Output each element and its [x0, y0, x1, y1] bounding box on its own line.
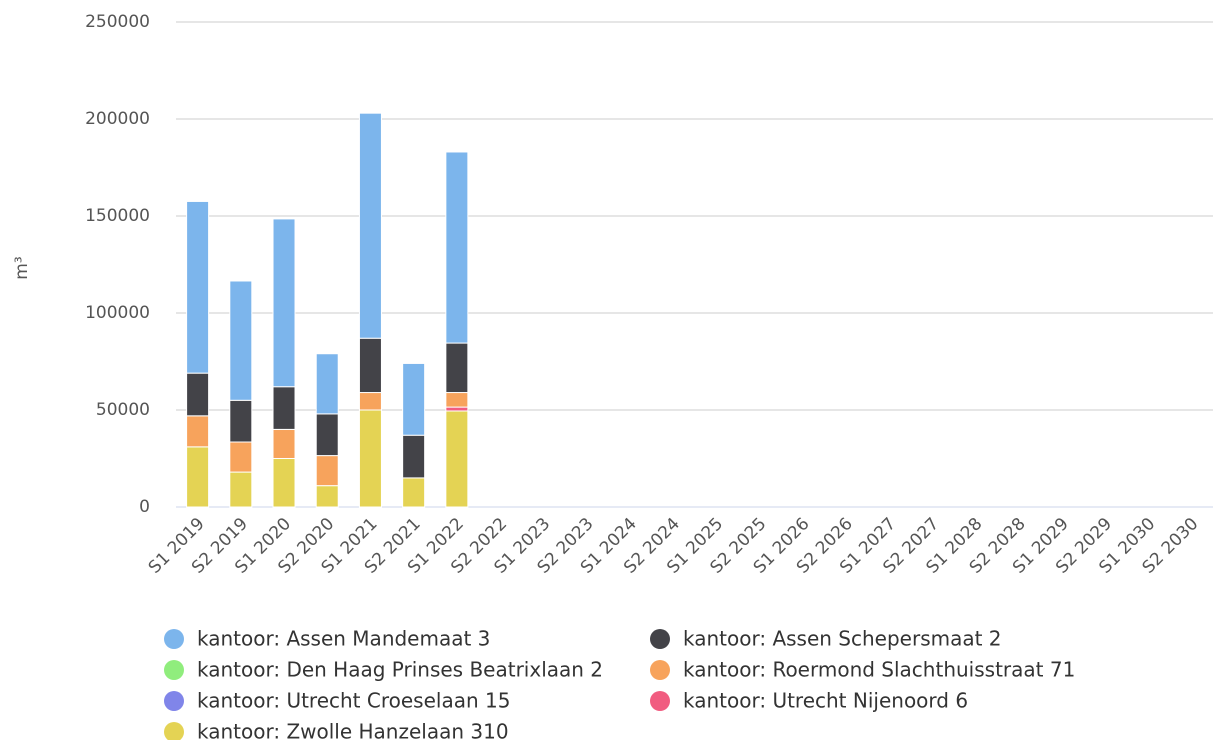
y-tick-label: 250000 — [85, 12, 150, 32]
bar-segment — [229, 399, 253, 443]
legend-symbol — [164, 629, 184, 649]
bar-segment — [186, 372, 210, 417]
legend: kantoor: Assen Mandemaat 3 kantoor: Assen… — [164, 627, 1075, 740]
bar-segment — [358, 392, 382, 411]
bar-segment — [272, 428, 296, 459]
y-tick-label: 150000 — [85, 206, 150, 226]
bar-segment — [358, 112, 382, 339]
bar-segment — [186, 415, 210, 448]
bar-segment — [272, 386, 296, 430]
legend-label: kantoor: Den Haag Prinses Beatrixlaan 2 — [197, 658, 603, 682]
legend-label: kantoor: Utrecht Nijenoord 6 — [683, 689, 968, 713]
y-tick-label: 50000 — [96, 400, 150, 420]
bar-segment — [315, 413, 339, 457]
bar-segment — [315, 485, 339, 508]
legend-symbol — [650, 629, 670, 649]
bar-segment — [186, 200, 210, 374]
bar-segment — [445, 342, 469, 394]
bar-segment — [402, 434, 426, 479]
bar-segment — [445, 406, 469, 412]
legend-label: kantoor: Roermond Slachthuisstraat 71 — [683, 658, 1075, 682]
legend-symbol — [164, 722, 184, 740]
bar-segment — [445, 392, 469, 408]
y-tick-label: 100000 — [85, 303, 150, 323]
bar-segment — [315, 455, 339, 487]
bar-segment — [358, 409, 382, 508]
bar-segment — [315, 353, 339, 415]
legend-symbol — [164, 660, 184, 680]
y-tick-label: 0 — [139, 497, 150, 517]
legend-symbol — [164, 691, 184, 711]
legend-label: kantoor: Assen Schepersmaat 2 — [683, 627, 1002, 651]
legend-label: kantoor: Utrecht Croeselaan 15 — [197, 689, 510, 713]
bar-segment — [272, 218, 296, 388]
bar-segment — [229, 441, 253, 473]
legend-label: kantoor: Assen Mandemaat 3 — [197, 627, 490, 651]
y-tick-label: 200000 — [85, 109, 150, 129]
bar-segment — [229, 280, 253, 401]
bar-segment — [445, 151, 469, 344]
bar-segment — [272, 458, 296, 508]
bar-segment — [445, 410, 469, 508]
bar-segment — [402, 477, 426, 508]
y-axis-label: m³ — [12, 256, 32, 279]
legend-symbol — [650, 660, 670, 680]
legend-symbol — [650, 691, 670, 711]
bar-segment — [358, 337, 382, 394]
bar-segment — [402, 362, 426, 436]
bar-segment — [229, 471, 253, 508]
legend-label: kantoor: Zwolle Hanzelaan 310 — [197, 720, 509, 740]
bar-segment — [186, 446, 210, 508]
